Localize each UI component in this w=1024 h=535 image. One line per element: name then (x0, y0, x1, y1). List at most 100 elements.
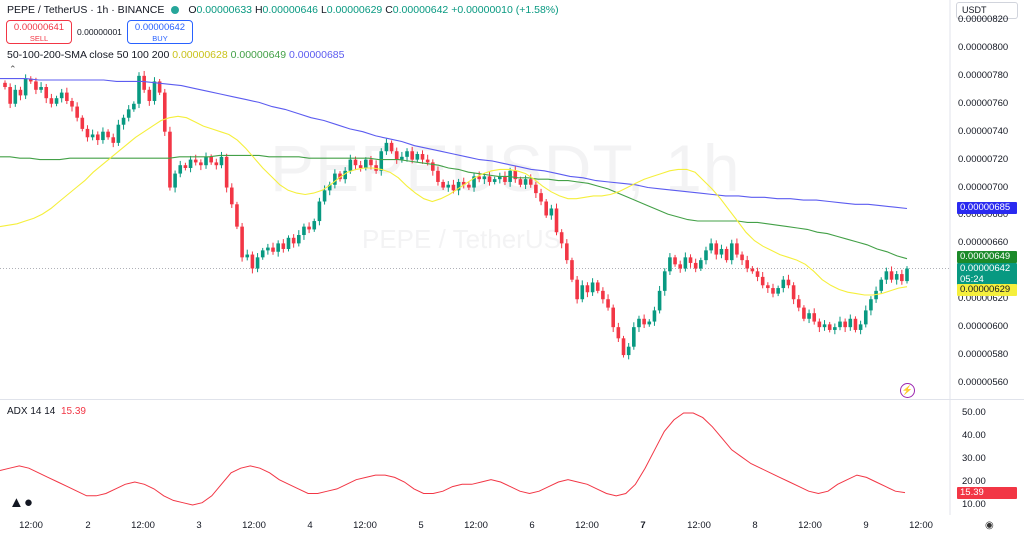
adx-tick-label: 40.00 (962, 430, 986, 441)
time-tick-label: 4 (307, 520, 313, 531)
symbol-title[interactable]: PEPE / TetherUS · 1h · BINANCE (7, 4, 165, 16)
candle-body (271, 247, 275, 252)
last-price-value: 0.00000642 (960, 263, 1011, 274)
sell-button[interactable]: 0.00000641 SELL (6, 20, 72, 44)
candle-body (384, 142, 389, 152)
sma200-line (0, 78, 908, 210)
candle-body (379, 151, 384, 171)
sma200-price-label: 0.00000685 (957, 202, 1017, 214)
candle-body (3, 82, 7, 88)
adx-legend[interactable]: ADX 14 14 15.39 (7, 406, 86, 417)
candle-body (595, 282, 600, 291)
price-tick-label: 0.00000700 (958, 181, 1009, 193)
time-tick-label: 12:00 (687, 520, 711, 531)
candle-body (132, 103, 136, 110)
candle-body (245, 254, 250, 258)
candle-body (771, 288, 775, 294)
candle-body (322, 190, 327, 202)
time-tick-label: 12:00 (19, 520, 43, 531)
candle-body (894, 274, 899, 280)
time-tick-label: 9 (863, 520, 869, 531)
candle-body (647, 321, 652, 325)
time-tick-label: 3 (196, 520, 202, 531)
candle-body (802, 307, 806, 319)
buy-button[interactable]: 0.00000642 BUY (127, 20, 193, 44)
candle-body (760, 276, 765, 286)
adx-label: ADX 14 14 (7, 406, 56, 417)
price-tick-label: 0.00000800 (958, 41, 1009, 53)
candle-body (678, 264, 683, 269)
candle-body (900, 274, 904, 282)
candle-body (296, 235, 301, 244)
chart-header: PEPE / TetherUS · 1h · BINANCE O0.000006… (7, 4, 559, 16)
chevron-up-icon[interactable]: ⌃ (9, 64, 17, 74)
price-tick-label: 0.00000720 (958, 153, 1009, 165)
candle-body (590, 282, 595, 293)
high-value: 0.00000646 (262, 4, 319, 16)
gear-icon[interactable]: ◉ (985, 520, 994, 531)
spread-value: 0.00000001 (77, 27, 122, 37)
candle-body (358, 165, 363, 168)
candle-body (327, 184, 332, 191)
candle-body (662, 271, 667, 291)
sma-legend[interactable]: 50-100-200-SMA close 50 100 200 0.000006… (7, 49, 345, 61)
candle-body (214, 162, 219, 166)
candle-body (807, 313, 811, 319)
candle-body (436, 170, 440, 182)
sma100-value: 0.00000649 (230, 49, 287, 61)
candle-body (338, 173, 342, 180)
candle-body (343, 170, 347, 180)
candle-body (729, 243, 734, 261)
candle-body (18, 89, 23, 96)
adx-chart[interactable] (0, 400, 1024, 515)
candle-body (178, 165, 183, 174)
candle-body (482, 176, 487, 180)
candle-body (786, 279, 791, 286)
candle-body (312, 221, 317, 230)
candle-body (673, 257, 677, 265)
candle-body (250, 254, 255, 269)
currency-selector[interactable]: USDT (956, 2, 1018, 19)
candle-body (766, 285, 770, 289)
candle-body (394, 151, 399, 160)
candle-body (364, 159, 368, 168)
candle-body (833, 327, 837, 330)
candle-body (209, 156, 213, 163)
bar-countdown: 05:24 (960, 274, 984, 285)
candle-body (224, 156, 229, 188)
lightning-bolt-icon[interactable]: ⚡ (900, 383, 915, 398)
candle-body (688, 257, 693, 263)
candle-body (34, 81, 38, 90)
candle-body (626, 346, 631, 356)
sell-price: 0.00000641 (13, 22, 65, 33)
candle-body (405, 151, 409, 157)
candle-body (884, 271, 889, 280)
time-tick-label: 12:00 (242, 520, 266, 531)
candle-body (415, 154, 420, 160)
adx-value: 15.39 (60, 406, 86, 417)
candle-body (49, 98, 54, 104)
candle-body (719, 248, 724, 255)
ohlc-readout: O0.00000633 H0.00000646 L0.00000629 C0.0… (188, 4, 558, 16)
time-tick-label: 7 (640, 520, 646, 531)
candle-body (704, 250, 708, 261)
sma50-price-label: 0.00000629 (957, 284, 1017, 296)
close-value: 0.00000642 (392, 4, 449, 16)
candle-body (441, 181, 445, 188)
candle-body (879, 279, 884, 291)
candle-body (492, 179, 497, 182)
price-tick-label: 0.00000760 (958, 97, 1009, 109)
time-tick-label: 12:00 (798, 520, 822, 531)
tradingview-logo-icon[interactable]: ▲● (9, 494, 33, 511)
candle-body (838, 321, 842, 328)
candle-body (544, 201, 548, 216)
candle-body (44, 87, 49, 99)
candle-body (276, 243, 280, 252)
price-chart[interactable] (0, 0, 1024, 400)
adx-line (0, 412, 906, 506)
candle-body (75, 106, 79, 118)
candle-body (822, 324, 827, 328)
candles (3, 70, 909, 360)
price-tick-label: 0.00000680 (958, 209, 1009, 221)
candle-body (8, 87, 12, 104)
